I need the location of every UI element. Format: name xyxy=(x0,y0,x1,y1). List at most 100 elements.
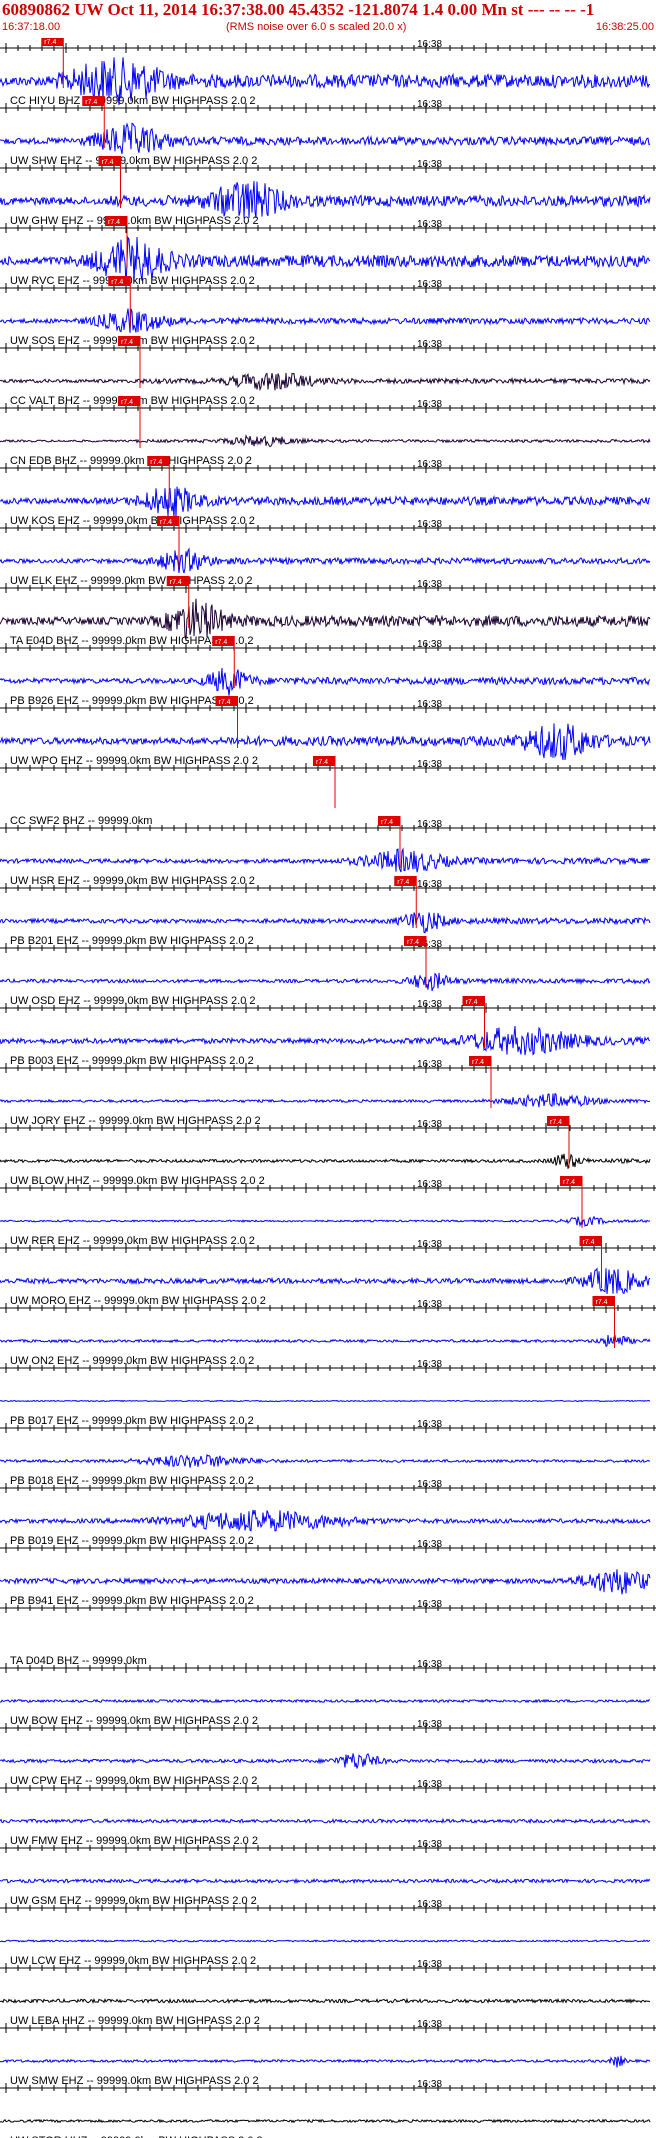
pick-marker-10 xyxy=(212,636,235,646)
waveform-trace-23 xyxy=(0,1453,651,1468)
time-tick-label-23: 16:38 xyxy=(417,1419,442,1430)
axis-ticks-8 xyxy=(5,523,655,533)
station-label-17: UW JORY EHZ -- 99999.0km BW HIGHPASS 2.0… xyxy=(10,1115,261,1127)
axis-ticks-15 xyxy=(5,943,655,953)
station-label-33: UW SMW EHZ -- 99999.0km BW HIGHPASS 2.0 … xyxy=(10,2075,259,2087)
pick-label-10: r7.4 xyxy=(215,639,227,646)
waveform-trace-11 xyxy=(0,723,651,761)
time-tick-label-4: 16:38 xyxy=(417,279,442,290)
axis-ticks-9 xyxy=(5,583,655,593)
waveform-trace-31 xyxy=(0,1939,651,1943)
time-tick-label-11: 16:38 xyxy=(417,699,442,710)
pick-label-17: r7.4 xyxy=(472,1059,484,1066)
waveform-trace-10 xyxy=(0,667,651,696)
pick-label-20: r7.4 xyxy=(583,1239,595,1246)
time-tick-label-27: 16:38 xyxy=(417,1659,442,1670)
waveform-trace-0 xyxy=(0,57,651,105)
axis-ticks-30 xyxy=(5,1843,655,1853)
station-label-6: CN EDB BHZ -- 99999.0km BW HIGHPASS 2.0 … xyxy=(10,455,252,467)
pick-label-16: r7.4 xyxy=(466,999,478,1006)
axis-ticks-16 xyxy=(5,1003,655,1013)
station-label-14: PB B201 EHZ -- 99999.0km BW HIGHPASS 2.0… xyxy=(10,935,254,947)
axis-ticks-1 xyxy=(5,103,655,113)
axis-ticks-3 xyxy=(5,223,655,233)
waveform-trace-1 xyxy=(0,122,651,155)
station-label-7: UW KOS EHZ -- 99999.0km BW HIGHPASS 2.0 … xyxy=(10,515,255,527)
pick-label-18: r7.4 xyxy=(550,1119,562,1126)
time-tick-label-29: 16:38 xyxy=(417,1779,442,1790)
time-tick-label-25: 16:38 xyxy=(417,1539,442,1550)
waveform-trace-27 xyxy=(0,1698,651,1704)
station-label-19: UW RER EHZ -- 99999.0km BW HIGHPASS 2.0 … xyxy=(10,1235,255,1247)
time-tick-label-5: 16:38 xyxy=(417,339,442,350)
waveform-trace-30 xyxy=(0,1877,651,1885)
waveform-trace-18 xyxy=(0,1153,651,1169)
time-tick-label-14: 16:38 xyxy=(417,879,442,890)
time-tick-label-33: 16:38 xyxy=(417,2019,442,2030)
pick-label-6: r7.4 xyxy=(121,399,133,406)
pick-marker-1 xyxy=(82,96,105,106)
pick-label-8: r7.4 xyxy=(160,519,172,526)
axis-ticks-18 xyxy=(5,1123,655,1133)
waveform-trace-21 xyxy=(0,1334,651,1348)
axis-ticks-6 xyxy=(5,403,655,413)
waveform-trace-9 xyxy=(0,598,651,641)
waveform-trace-25 xyxy=(0,1569,651,1595)
station-label-13: UW HSR EHZ -- 99999.0km BW HIGHPASS 2.0 … xyxy=(10,875,255,887)
station-label-18: UW BLOW HHZ -- 99999.0km BW HIGHPASS 2.0… xyxy=(10,1175,265,1187)
pick-marker-0 xyxy=(41,38,64,46)
station-label-20: UW MORO EHZ -- 99999.0km BW HIGHPASS 2.0… xyxy=(10,1295,266,1307)
time-tick-label-30: 16:38 xyxy=(417,1839,442,1850)
station-label-15: UW OSD EHZ -- 99999.0km BW HIGHPASS 2.0 … xyxy=(10,995,256,1007)
station-label-10: PB B926 EHZ -- 99999.0km BW HIGHPASS 2.0… xyxy=(10,695,254,707)
time-tick-label-21: 16:38 xyxy=(417,1299,442,1310)
pick-label-19: r7.4 xyxy=(563,1179,575,1186)
time-tick-label-13: 16:38 xyxy=(417,819,442,830)
pick-label-14: r7.4 xyxy=(397,879,409,886)
station-label-29: UW FMW EHZ -- 99999.0km BW HIGHPASS 2.0 … xyxy=(10,1835,258,1847)
time-tick-label-18: 16:38 xyxy=(417,1119,442,1130)
pick-marker-15 xyxy=(404,936,426,946)
pick-marker-2 xyxy=(98,156,121,166)
station-label-21: UW ON2 EHZ -- 99999.0km BW HIGHPASS 2.0 … xyxy=(10,1355,254,1367)
waveform-trace-8 xyxy=(0,547,651,574)
time-tick-label-9: 16:38 xyxy=(417,579,442,590)
station-label-30: UW GSM EHZ -- 99999.0km BW HIGHPASS 2.0 … xyxy=(10,1895,257,1907)
waveform-trace-6 xyxy=(0,434,651,448)
axis-ticks-10 xyxy=(5,643,655,653)
time-tick-label-2: 16:38 xyxy=(417,159,442,170)
time-tick-label-8: 16:38 xyxy=(417,519,442,530)
waveform-trace-22 xyxy=(0,1399,651,1403)
pick-marker-11 xyxy=(215,696,238,706)
waveform-trace-13 xyxy=(0,847,651,873)
pick-label-7: r7.4 xyxy=(150,459,162,466)
pick-marker-17 xyxy=(469,1056,491,1066)
axis-ticks-5 xyxy=(5,343,655,353)
station-label-25: PB B941 EHZ -- 99999.0km BW HIGHPASS 2.0… xyxy=(10,1595,254,1607)
waveform-trace-24 xyxy=(0,1509,651,1532)
time-tick-label-7: 16:38 xyxy=(417,459,442,470)
axis-ticks-17 xyxy=(5,1063,655,1073)
time-tick-label-28: 16:38 xyxy=(417,1719,442,1730)
waveform-trace-29 xyxy=(0,1817,651,1825)
time-tick-label-34: 16:38 xyxy=(417,2079,442,2090)
pick-marker-6 xyxy=(118,396,140,406)
waveform-trace-4 xyxy=(0,308,651,333)
axis-ticks-31 xyxy=(5,1903,655,1913)
axis-ticks-29 xyxy=(5,1783,655,1793)
station-label-2: UW GHW EHZ -- 99999.0km BW HIGHPASS 2.0 … xyxy=(10,215,259,227)
axis-ticks-32 xyxy=(5,1963,655,1973)
axis-ticks-25 xyxy=(5,1543,655,1553)
station-label-0: CC HIYU BHZ -- 99999.0km BW HIGHPASS 2.0… xyxy=(10,95,256,107)
pick-label-1: r7.4 xyxy=(85,99,97,106)
pick-marker-16 xyxy=(462,996,485,1006)
axis-ticks-23 xyxy=(5,1423,655,1433)
waveform-trace-34 xyxy=(0,2118,651,2124)
time-tick-label-16: 16:38 xyxy=(417,999,442,1010)
axis-ticks-0 xyxy=(5,43,655,53)
axis-ticks-33 xyxy=(5,2023,655,2033)
pick-label-13: r7.4 xyxy=(381,819,393,826)
time-tick-label-20: 16:38 xyxy=(417,1239,442,1250)
axis-ticks-27 xyxy=(5,1663,655,1673)
pick-label-15: r7.4 xyxy=(407,939,419,946)
